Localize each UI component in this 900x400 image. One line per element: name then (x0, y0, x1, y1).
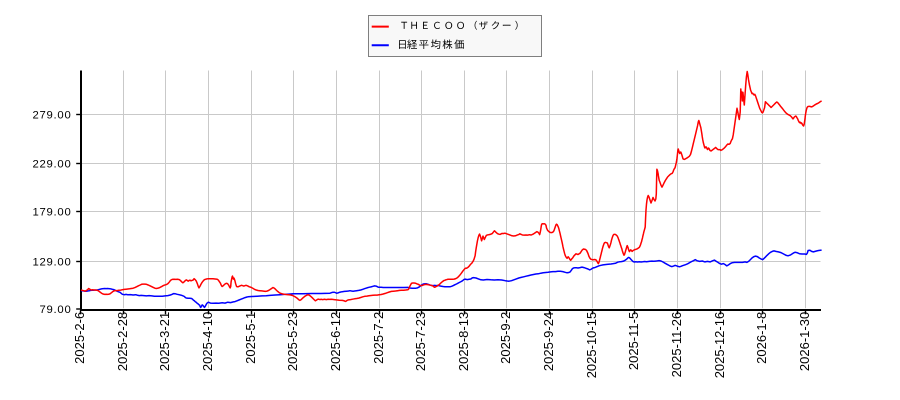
svg-text:79.00: 79.00 (39, 304, 71, 316)
svg-text:2025-11-5: 2025-11-5 (626, 312, 641, 370)
svg-text:279.00: 279.00 (32, 109, 71, 121)
svg-text:2025-6-12: 2025-6-12 (328, 312, 343, 371)
svg-text:2025-9-2: 2025-9-2 (498, 312, 513, 364)
svg-text:2025-8-13: 2025-8-13 (456, 312, 471, 371)
svg-text:2025-11-26: 2025-11-26 (669, 312, 684, 378)
svg-text:2025-2-6: 2025-2-6 (72, 312, 87, 364)
svg-text:179.00: 179.00 (32, 206, 71, 218)
svg-text:2025-12-16: 2025-12-16 (712, 312, 727, 379)
svg-text:2026-1-30: 2026-1-30 (797, 312, 812, 371)
svg-text:2026-1-8: 2026-1-8 (754, 312, 769, 364)
svg-text:2025-4-10: 2025-4-10 (200, 312, 215, 371)
svg-text:2025-9-24: 2025-9-24 (541, 312, 556, 371)
svg-text:2025-3-21: 2025-3-21 (157, 312, 172, 371)
svg-text:2025-5-23: 2025-5-23 (285, 312, 300, 371)
svg-text:129.00: 129.00 (32, 256, 71, 268)
svg-text:2025-10-15: 2025-10-15 (584, 312, 599, 379)
svg-text:2025-2-28: 2025-2-28 (115, 312, 130, 371)
svg-text:2025-7-2: 2025-7-2 (371, 312, 386, 364)
svg-text:2025-7-23: 2025-7-23 (413, 312, 428, 371)
svg-text:229.00: 229.00 (32, 158, 71, 170)
svg-text:2025-5-1: 2025-5-1 (243, 312, 258, 364)
